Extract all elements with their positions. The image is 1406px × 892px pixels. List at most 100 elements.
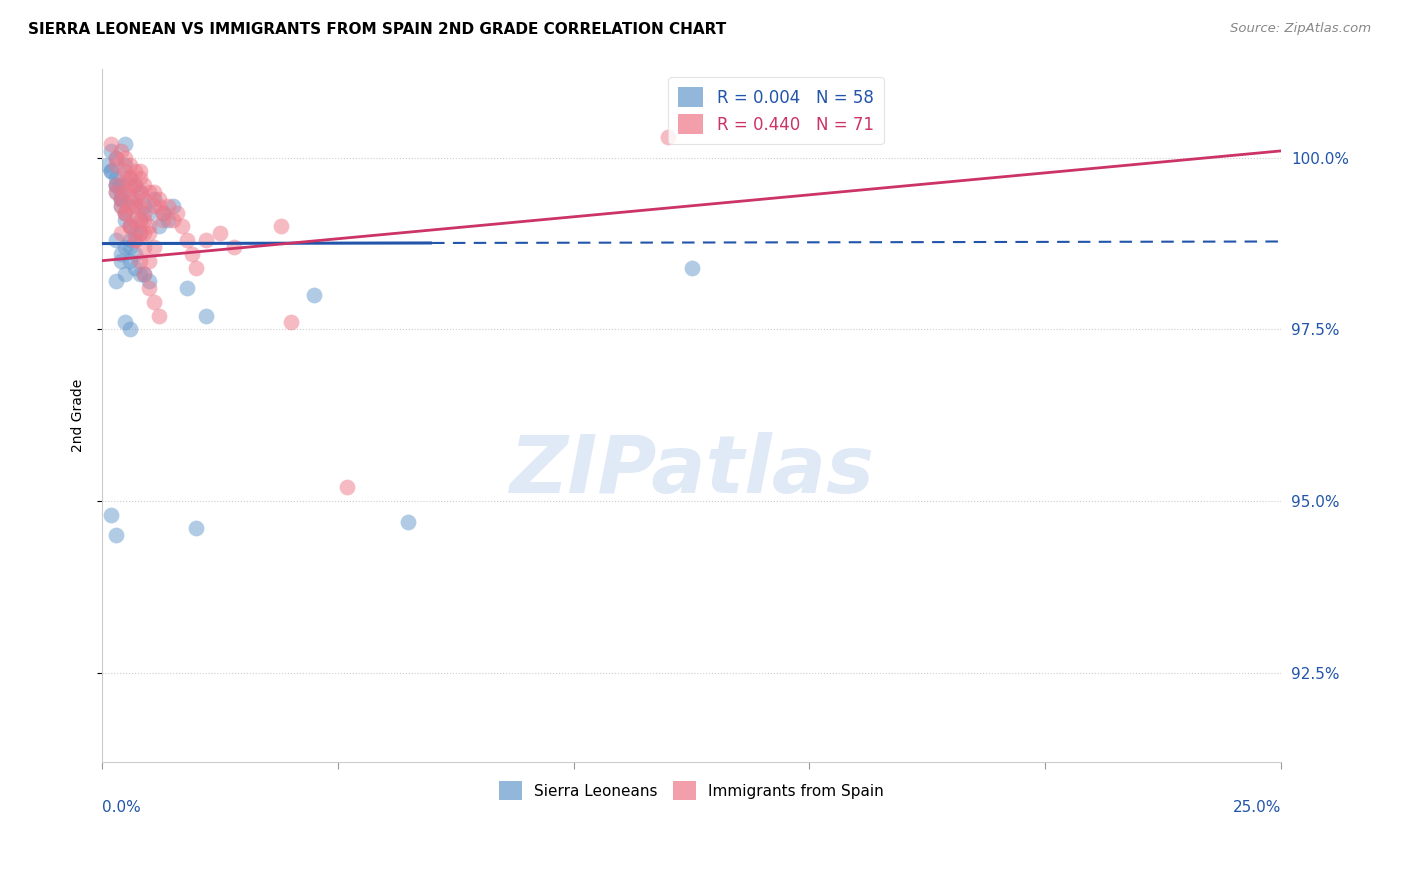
Point: [134, 199, 156, 213]
Point: [105, 178, 128, 193]
Point: [134, 268, 156, 282]
Point: [114, 151, 136, 165]
Point: [100, 164, 122, 178]
Y-axis label: 2nd Grade: 2nd Grade: [72, 378, 86, 451]
Point: [128, 226, 150, 240]
Point: [110, 226, 132, 240]
Point: [128, 185, 150, 199]
Point: [194, 233, 217, 247]
Point: [114, 212, 136, 227]
Point: [120, 233, 142, 247]
Point: [105, 171, 128, 186]
Point: [105, 528, 128, 542]
Point: [124, 164, 146, 178]
Point: [398, 515, 420, 529]
Point: [134, 240, 156, 254]
Point: [120, 185, 142, 199]
Point: [156, 199, 179, 213]
Point: [128, 185, 150, 199]
Point: [110, 192, 132, 206]
Point: [105, 233, 128, 247]
Point: [142, 199, 165, 213]
Point: [105, 158, 128, 172]
Point: [134, 192, 156, 206]
Point: [124, 260, 146, 275]
Point: [120, 219, 142, 234]
Point: [138, 253, 160, 268]
Point: [134, 268, 156, 282]
Point: [110, 247, 132, 261]
Point: [120, 219, 142, 234]
Point: [124, 178, 146, 193]
Point: [128, 171, 150, 186]
Point: [124, 178, 146, 193]
Point: [172, 219, 194, 234]
Point: [180, 247, 202, 261]
Point: [105, 185, 128, 199]
Point: [105, 274, 128, 288]
Point: [148, 199, 170, 213]
Text: Source: ZipAtlas.com: Source: ZipAtlas.com: [1230, 22, 1371, 36]
Point: [120, 192, 142, 206]
Point: [120, 199, 142, 213]
Point: [120, 219, 142, 234]
Point: [148, 309, 170, 323]
Point: [110, 192, 132, 206]
Point: [120, 158, 142, 172]
Point: [302, 288, 325, 302]
Point: [120, 171, 142, 186]
Point: [100, 508, 122, 522]
Text: 25.0%: 25.0%: [1233, 800, 1281, 815]
Point: [105, 185, 128, 199]
Point: [114, 316, 136, 330]
Point: [134, 178, 156, 193]
Point: [166, 205, 188, 219]
Point: [120, 178, 142, 193]
Point: [186, 260, 208, 275]
Point: [162, 199, 184, 213]
Point: [114, 136, 136, 151]
Point: [142, 240, 165, 254]
Point: [110, 199, 132, 213]
Point: [100, 164, 122, 178]
Point: [120, 240, 142, 254]
Point: [222, 240, 245, 254]
Point: [128, 199, 150, 213]
Point: [124, 192, 146, 206]
Point: [152, 205, 174, 219]
Point: [120, 253, 142, 268]
Point: [138, 274, 160, 288]
Point: [142, 294, 165, 309]
Text: SIERRA LEONEAN VS IMMIGRANTS FROM SPAIN 2ND GRADE CORRELATION CHART: SIERRA LEONEAN VS IMMIGRANTS FROM SPAIN …: [28, 22, 727, 37]
Point: [124, 199, 146, 213]
Point: [124, 233, 146, 247]
Point: [124, 247, 146, 261]
Point: [280, 316, 302, 330]
Point: [120, 171, 142, 186]
Point: [105, 178, 128, 193]
Point: [176, 233, 198, 247]
Point: [105, 151, 128, 165]
Point: [114, 268, 136, 282]
Point: [128, 212, 150, 227]
Text: 0.0%: 0.0%: [101, 800, 141, 815]
Point: [114, 164, 136, 178]
Point: [124, 199, 146, 213]
Point: [110, 192, 132, 206]
Point: [138, 226, 160, 240]
Point: [138, 185, 160, 199]
Point: [110, 178, 132, 193]
Point: [114, 205, 136, 219]
Point: [134, 212, 156, 227]
Point: [114, 205, 136, 219]
Point: [124, 226, 146, 240]
Point: [176, 281, 198, 295]
Point: [114, 205, 136, 219]
Text: ZIPatlas: ZIPatlas: [509, 432, 875, 509]
Point: [110, 185, 132, 199]
Point: [105, 178, 128, 193]
Point: [152, 212, 174, 227]
Point: [148, 219, 170, 234]
Point: [114, 158, 136, 172]
Point: [134, 226, 156, 240]
